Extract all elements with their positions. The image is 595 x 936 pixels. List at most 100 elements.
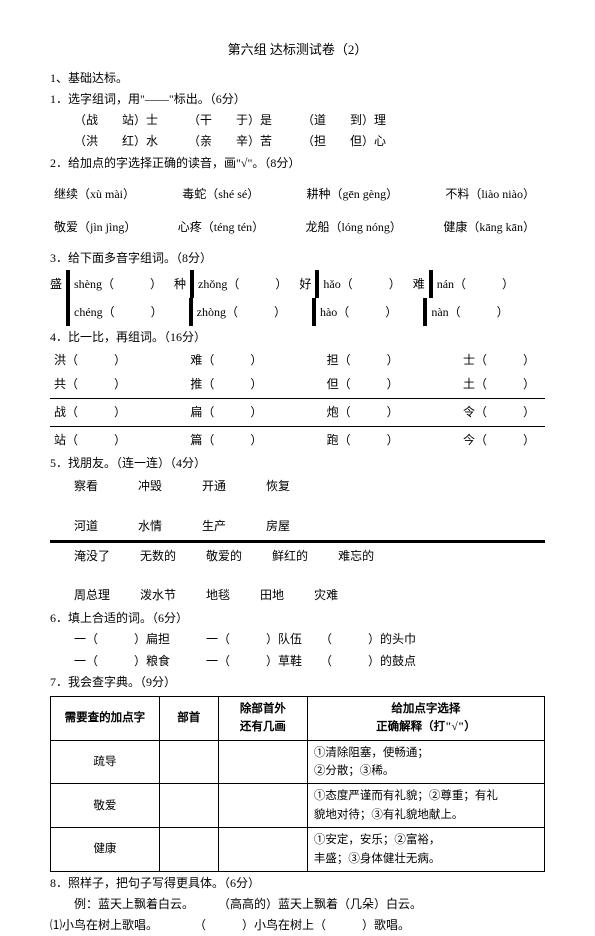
q4-row: 站（ ） 篇（ ） 跑（ ） 今（ ） — [50, 431, 545, 450]
q5-item: 冲毁 — [138, 477, 162, 496]
bracket-icon — [66, 298, 70, 326]
table-row: 敬爱 ①态度严谨而有礼貌；②尊重；有礼 貌地对待；③有礼貌地献上。 — [51, 784, 545, 828]
q5-item: 周总理 — [74, 586, 110, 605]
q5-item: 敬爱的 — [206, 547, 242, 566]
q8-line1: 例：蓝天上飘着白云。 （高高的）蓝天上飘着（几朵）白云。 — [50, 895, 545, 914]
td: ①清除阻塞，使畅通； ②分散；③稀。 — [307, 740, 544, 784]
q2-item: 继续（xù mài） — [54, 185, 135, 204]
q2-item: 健康（kāng kān） — [443, 218, 535, 237]
q4-item: 洪（ ） — [54, 351, 126, 370]
q3-py: nán（ ） — [437, 275, 514, 294]
q4-item: 扁（ ） — [190, 403, 262, 422]
th: 除部首外 还有几画 — [218, 696, 307, 740]
table-header-row: 需要查的加点字 部首 除部首外 还有几画 给加点字选择 正确解释（打"√"） — [51, 696, 545, 740]
td: 敬爱 — [51, 784, 160, 828]
q3-row2: chéng（ ） zhòng（ ） hào（ ） nàn（ ） — [50, 298, 545, 326]
bracket-icon — [66, 270, 70, 298]
q3: 3．给下面多音字组词。（8分） — [50, 249, 545, 268]
q4-item: 士（ ） — [463, 351, 535, 370]
th: 给加点字选择 正确解释（打"√"） — [307, 696, 544, 740]
q5-row4: 周总理 泼水节 地毯 田地 灾难 — [50, 586, 545, 605]
divider-thick — [50, 540, 545, 543]
td — [159, 784, 218, 828]
q3-py: zhǒng（ ） — [198, 275, 287, 294]
q4: 4．比一比，再组词。（16分） — [50, 328, 545, 347]
q3-py: chéng（ ） — [74, 303, 163, 322]
q3-py: shèng（ ） — [74, 275, 162, 294]
q5-item: 难忘的 — [338, 547, 374, 566]
q5-item: 水情 — [138, 517, 162, 536]
q4-item: 担（ ） — [327, 351, 399, 370]
td: 疏导 — [51, 740, 160, 784]
q4-item: 篇（ ） — [190, 431, 262, 450]
divider — [50, 426, 545, 427]
q1-line-2: （洪 红）水 （亲 辛）苦 （担 但）心 — [50, 132, 545, 151]
q5-item: 恢复 — [266, 477, 290, 496]
q4-item: 令（ ） — [463, 403, 535, 422]
bracket-icon — [429, 270, 433, 298]
q6-line1: 一（ ）扁担 一（ ）队伍 （ ）的头巾 — [50, 630, 545, 649]
q5-row2: 河道 水情 生产 房屋 — [50, 517, 545, 536]
q5-item: 房屋 — [266, 517, 290, 536]
bracket-icon — [190, 270, 194, 298]
q5-item: 河道 — [74, 517, 98, 536]
bracket-icon — [315, 270, 319, 298]
q1-header: 1、基础达标。 — [50, 69, 545, 88]
q3-char: 种 — [174, 275, 186, 294]
q4-item: 共（ ） — [54, 375, 126, 394]
q4-item: 土（ ） — [463, 375, 535, 394]
q2-item: 耕种（gēn gèng） — [306, 185, 398, 204]
q3-char: 盛 — [50, 275, 62, 294]
td — [159, 740, 218, 784]
q4-item: 难（ ） — [190, 351, 262, 370]
q3-py: zhòng（ ） — [197, 303, 286, 322]
q4-item: 但（ ） — [327, 375, 399, 394]
q2-item: 龙船（lóng nóng） — [306, 218, 402, 237]
q5-row3: 淹没了 无数的 敬爱的 鲜红的 难忘的 — [50, 547, 545, 566]
td: ①态度严谨而有礼貌；②尊重；有礼 貌地对待；③有礼貌地献上。 — [307, 784, 544, 828]
page-title: 第六组 达标测试卷（2） — [50, 40, 545, 61]
q2-item: 敬爱（jìn jìng） — [54, 218, 136, 237]
table-row: 疏导 ①清除阻塞，使畅通； ②分散；③稀。 — [51, 740, 545, 784]
q2-row1: 继续（xù mài） 毒蛇（shé sé） 耕种（gēn gèng） 不料（li… — [50, 185, 545, 204]
q5-item: 无数的 — [140, 547, 176, 566]
q3-py: hào（ ） — [320, 303, 397, 322]
q4-row: 洪（ ） 难（ ） 担（ ） 士（ ） — [50, 351, 545, 370]
q3-row1: 盛shèng（ ） 种zhǒng（ ） 好hǎo（ ） 难nán（ ） — [50, 270, 545, 298]
bracket-icon — [312, 298, 316, 326]
q2-item: 心疼（téng tén） — [178, 218, 264, 237]
q5-item: 灾难 — [314, 586, 338, 605]
bracket-icon — [423, 298, 427, 326]
td — [218, 784, 307, 828]
td — [159, 828, 218, 872]
q4-item: 站（ ） — [54, 431, 126, 450]
divider — [50, 398, 545, 399]
q7-table: 需要查的加点字 部首 除部首外 还有几画 给加点字选择 正确解释（打"√"） 疏… — [50, 696, 545, 872]
q5-item: 开通 — [202, 477, 226, 496]
q3-char: 难 — [413, 275, 425, 294]
q4-row: 共（ ） 推（ ） 但（ ） 土（ ） — [50, 375, 545, 394]
q2-item: 不料（liào niào） — [445, 185, 535, 204]
td: ①安定，安乐；②富裕， 丰盛；③身体健壮无病。 — [307, 828, 544, 872]
q1: 1．选字组词，用"——"标出。（6分） — [50, 90, 545, 109]
q8-line2: ⑴小鸟在树上歌唱。 （ ）小鸟在树上（ ）歌唱。 — [50, 916, 545, 935]
td — [218, 740, 307, 784]
q4-item: 战（ ） — [54, 403, 126, 422]
q5-item: 鲜红的 — [272, 547, 308, 566]
q7: 7．我会查字典。（9分） — [50, 673, 545, 692]
q6-line2: 一（ ）粮食 一（ ）草鞋 （ ）的鼓点 — [50, 652, 545, 671]
table-row: 健康 ①安定，安乐；②富裕， 丰盛；③身体健壮无病。 — [51, 828, 545, 872]
q5-row1: 察看 冲毁 开通 恢复 — [50, 477, 545, 496]
q3-py: hǎo（ ） — [323, 275, 400, 294]
q2-row2: 敬爱（jìn jìng） 心疼（téng tén） 龙船（lóng nóng） … — [50, 218, 545, 237]
q4-item: 跑（ ） — [327, 431, 399, 450]
q4-item: 今（ ） — [463, 431, 535, 450]
q5-item: 泼水节 — [140, 586, 176, 605]
q3-py: nàn（ ） — [431, 303, 508, 322]
q5-item: 淹没了 — [74, 547, 110, 566]
q8: 8．照样子，把句子写得更具体。（6分） — [50, 874, 545, 893]
q5-item: 地毯 — [206, 586, 230, 605]
th: 部首 — [159, 696, 218, 740]
td: 健康 — [51, 828, 160, 872]
q4-item: 炮（ ） — [327, 403, 399, 422]
